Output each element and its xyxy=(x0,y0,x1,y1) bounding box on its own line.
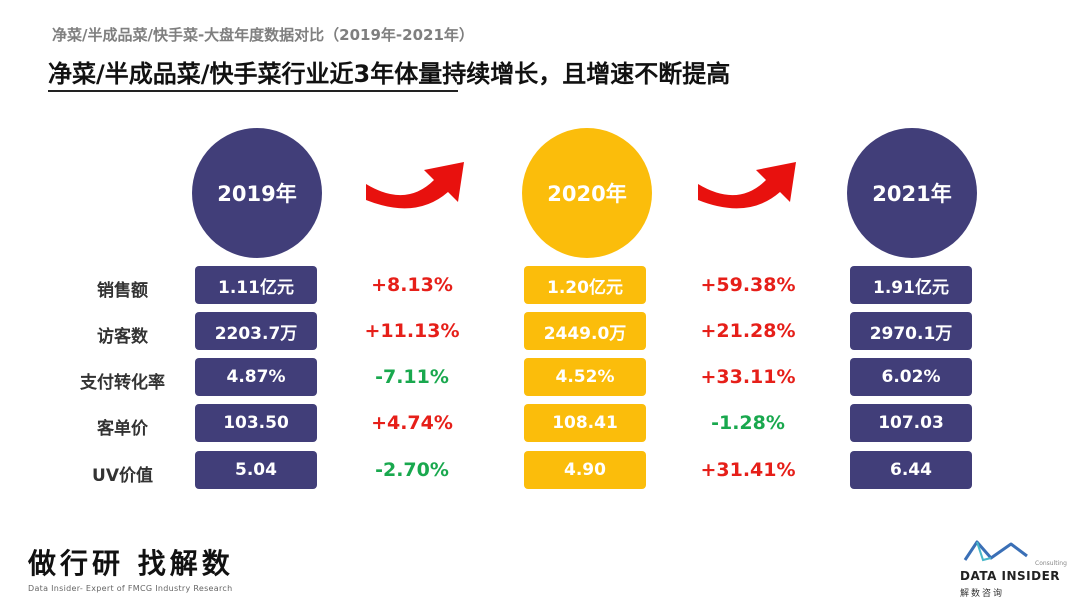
growth-arrow-icon xyxy=(698,162,796,209)
footer-slogan: 做行研 找解数 xyxy=(28,547,234,580)
footer-slogan-block: 做行研 找解数 Data Insider- Expert of FMCG Ind… xyxy=(28,542,234,593)
growth-2021-sales: +59.38% xyxy=(700,274,796,296)
year-circle-2019: 2019年 xyxy=(192,128,322,258)
growth-2020-visitors: +11.13% xyxy=(364,320,460,342)
row-label-avg-order: 客单价 xyxy=(97,419,148,439)
value-2021-visitors: 2970.1万 xyxy=(850,312,972,350)
growth-2021-avg-order: -1.28% xyxy=(711,412,785,434)
growth-2020-uv-value: -2.70% xyxy=(375,459,449,481)
value-2019-avg-order: 103.50 xyxy=(195,404,317,442)
row-label-conversion: 支付转化率 xyxy=(80,373,165,393)
data-insider-logo: Consulting DATA INSIDER 解数咨询 xyxy=(955,538,1067,602)
value-2020-visitors: 2449.0万 xyxy=(524,312,646,350)
page-title: 净菜/半成品菜/快手菜行业近3年体量持续增长，且增速不断提高 xyxy=(48,60,731,88)
row-label-sales: 销售额 xyxy=(97,281,148,301)
value-2019-visitors: 2203.7万 xyxy=(195,312,317,350)
value-2021-conversion: 6.02% xyxy=(850,358,972,396)
growth-2020-sales: +8.13% xyxy=(371,274,453,296)
growth-2020-conversion: -7.11% xyxy=(375,366,449,388)
year-circle-2020: 2020年 xyxy=(522,128,652,258)
logo-consulting-label: Consulting xyxy=(1035,560,1067,567)
value-2021-avg-order: 107.03 xyxy=(850,404,972,442)
growth-2021-uv-value: +31.41% xyxy=(700,459,796,481)
data-insider-logo-icon xyxy=(963,540,1028,562)
growth-2020-avg-order: +4.74% xyxy=(371,412,453,434)
title-underline xyxy=(48,90,458,92)
growth-2021-conversion: +33.11% xyxy=(700,366,796,388)
value-2020-uv-value: 4.90 xyxy=(524,451,646,489)
row-label-visitors: 访客数 xyxy=(97,327,148,347)
value-2019-sales: 1.11亿元 xyxy=(195,266,317,304)
value-2020-avg-order: 108.41 xyxy=(524,404,646,442)
logo-name: DATA INSIDER xyxy=(960,569,1061,583)
value-2020-conversion: 4.52% xyxy=(524,358,646,396)
value-2021-sales: 1.91亿元 xyxy=(850,266,972,304)
value-2019-conversion: 4.87% xyxy=(195,358,317,396)
growth-arrow-icon xyxy=(366,162,464,209)
value-2020-sales: 1.20亿元 xyxy=(524,266,646,304)
logo-chinese-name: 解数咨询 xyxy=(960,589,1005,599)
value-2021-uv-value: 6.44 xyxy=(850,451,972,489)
row-label-uv-value: UV价值 xyxy=(92,466,153,486)
value-2019-uv-value: 5.04 xyxy=(195,451,317,489)
growth-2021-visitors: +21.28% xyxy=(700,320,796,342)
footer-slogan-sub: Data Insider- Expert of FMCG Industry Re… xyxy=(28,584,233,593)
page-subtitle: 净菜/半成品菜/快手菜-大盘年度数据对比（2019年-2021年） xyxy=(52,26,474,44)
year-circle-2021: 2021年 xyxy=(847,128,977,258)
